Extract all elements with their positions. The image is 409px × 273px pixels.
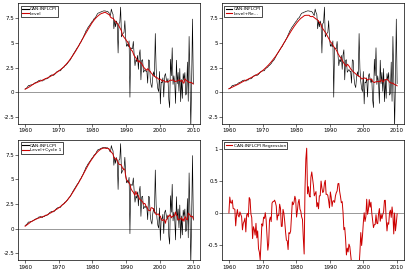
Legend: CAN:INFLCPI, Level+Cycle 1: CAN:INFLCPI, Level+Cycle 1 [20,142,63,154]
Legend: CAN:INFLCPI, Level: CAN:INFLCPI, Level [20,6,58,17]
Legend: CAN:INFLCPI Regression: CAN:INFLCPI Regression [225,142,288,149]
Legend: CAN:INFLCPI, Level+Re...: CAN:INFLCPI, Level+Re... [225,6,262,17]
